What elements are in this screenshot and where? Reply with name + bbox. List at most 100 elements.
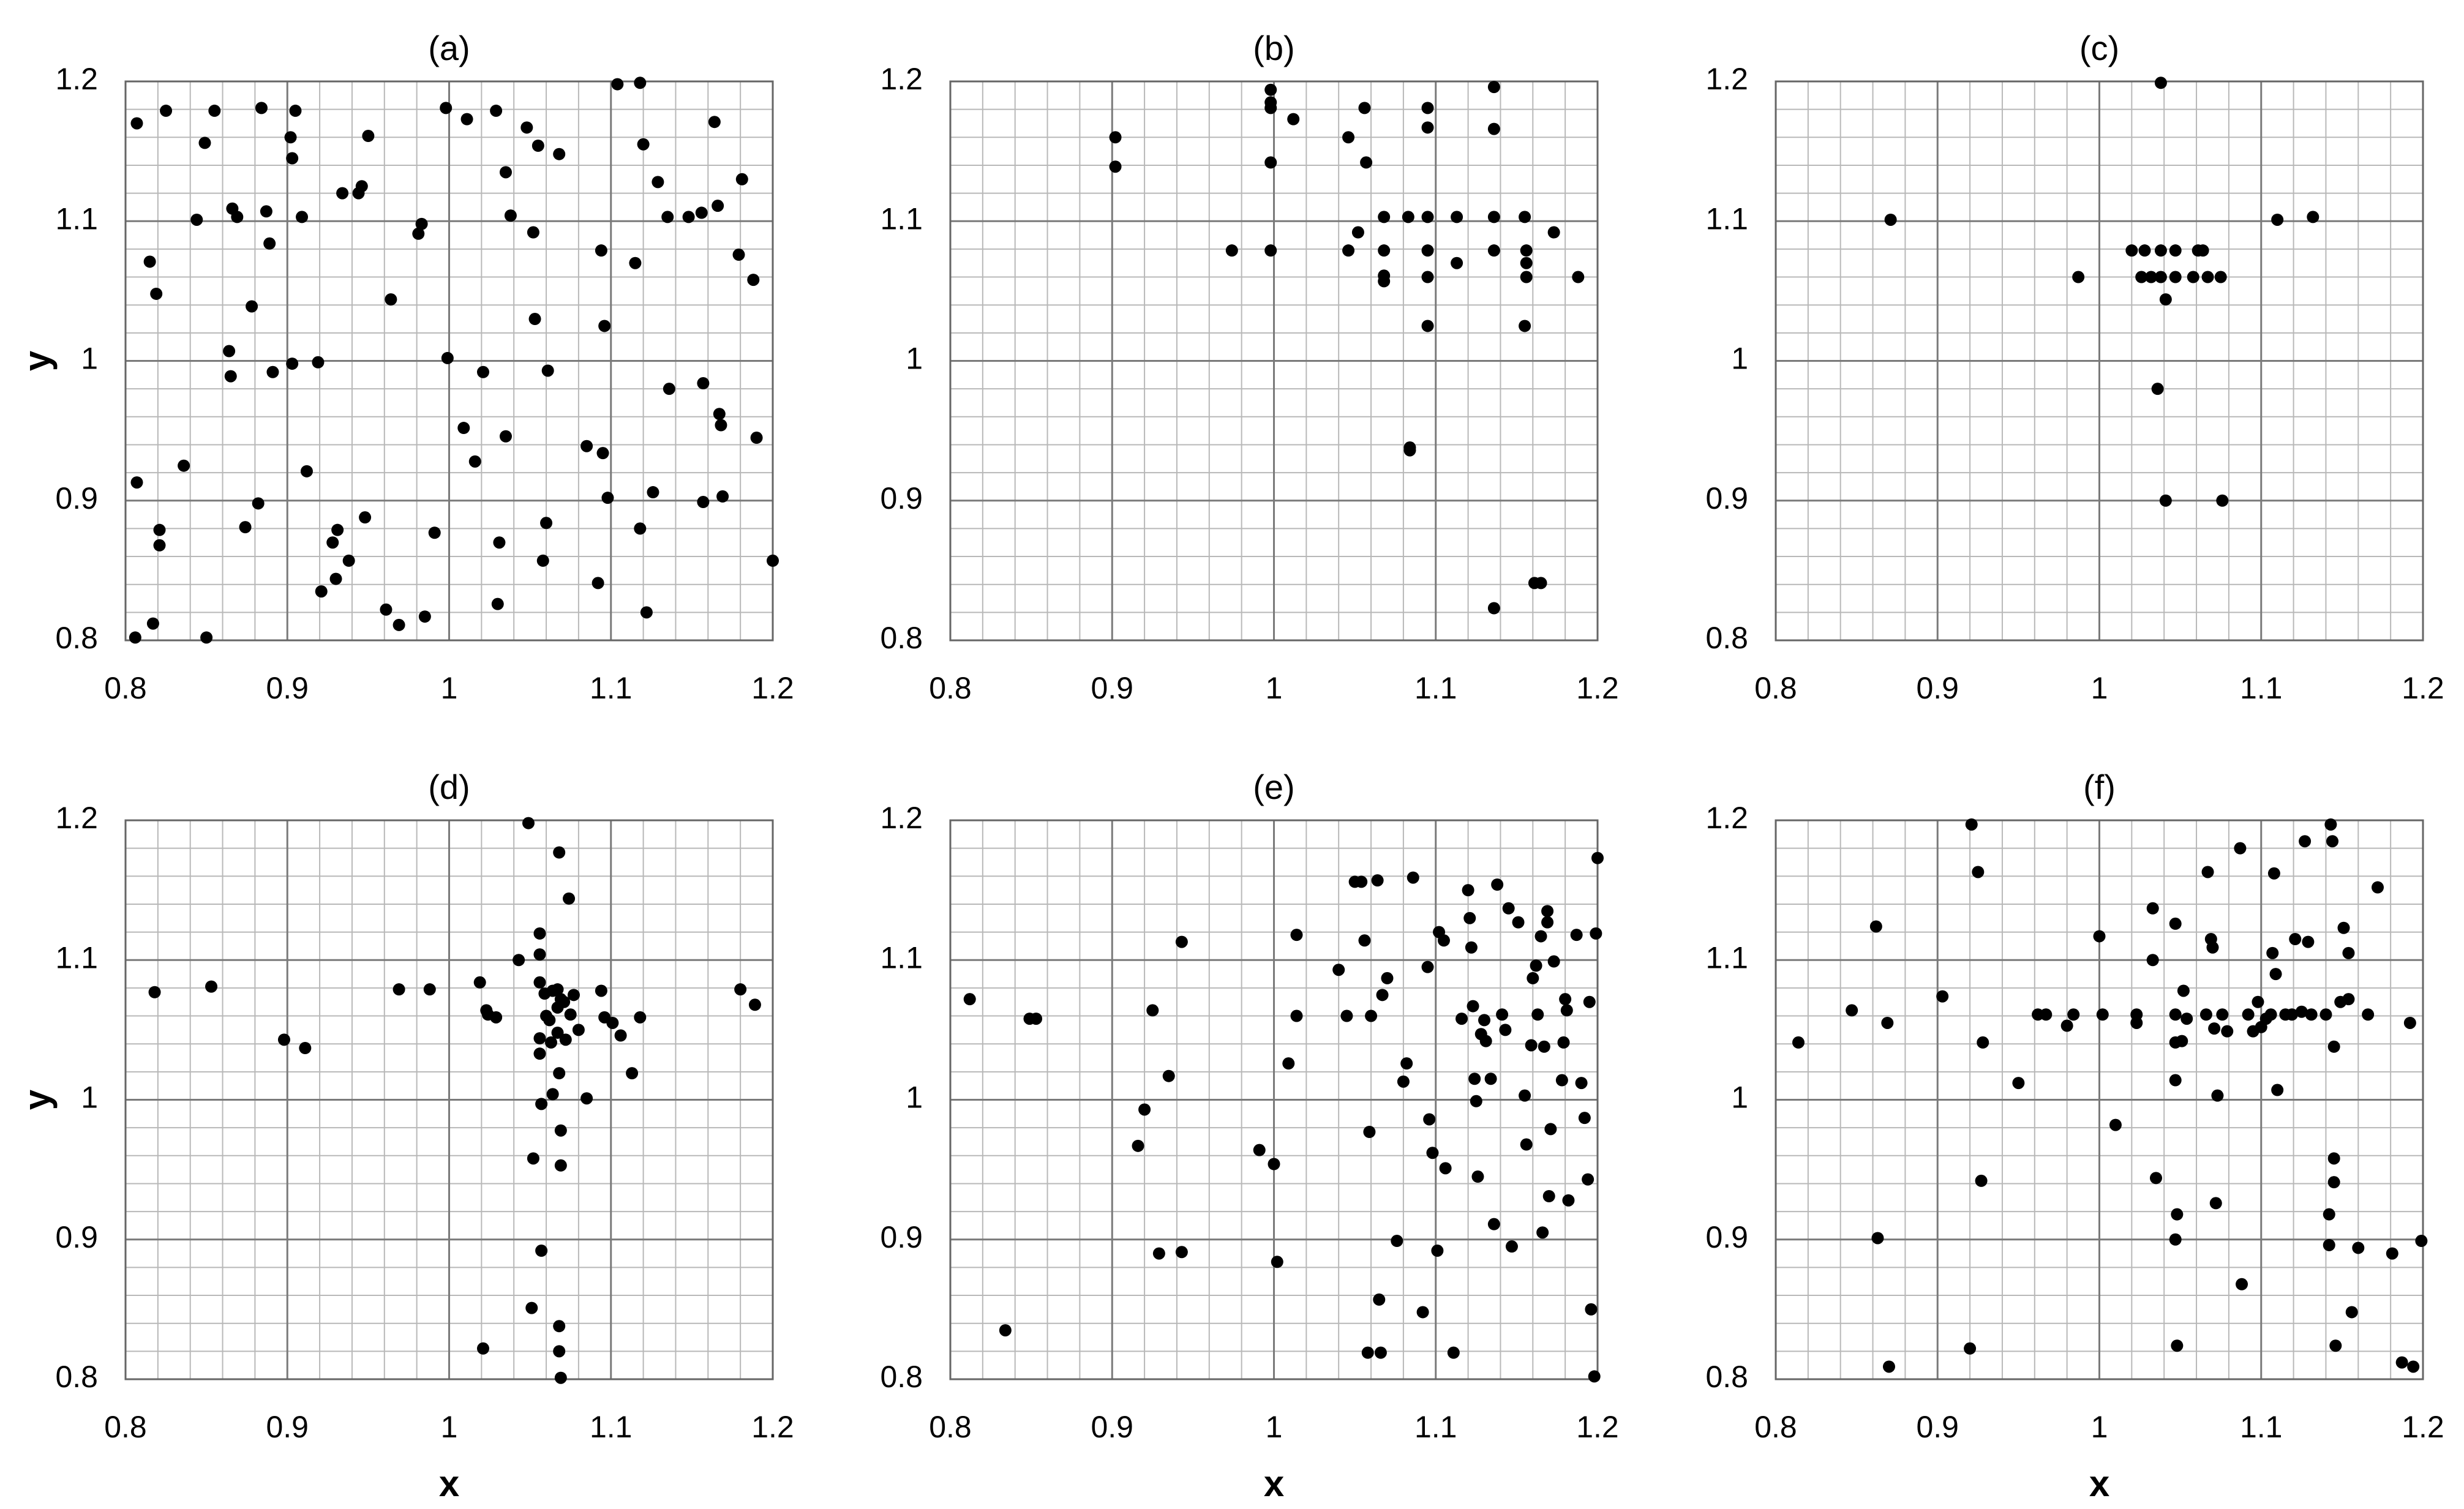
point (1869, 920, 1882, 933)
x-tick-label: 0.8 (1754, 671, 1797, 705)
point (1519, 320, 1531, 332)
point (999, 1324, 1012, 1337)
point (546, 1088, 559, 1101)
point (553, 148, 566, 160)
point (1520, 1138, 1533, 1151)
y-tick-label: 1.1 (1705, 201, 1748, 236)
x-tick-label: 1.1 (590, 1410, 633, 1444)
y-tick-label: 1.1 (1705, 940, 1748, 975)
point (1378, 211, 1391, 223)
point (2324, 818, 2337, 831)
point (1468, 1073, 1481, 1085)
point (748, 998, 761, 1011)
point (2221, 1025, 2234, 1038)
point (499, 166, 512, 179)
point (2299, 835, 2312, 848)
point (2362, 1008, 2375, 1021)
point (1421, 244, 1434, 257)
point (1467, 1000, 1479, 1013)
point (1423, 1113, 1436, 1126)
y-tick-label: 0.9 (880, 481, 923, 515)
point (1342, 244, 1355, 257)
point (1519, 211, 1531, 223)
point (260, 205, 272, 218)
point (1363, 1125, 1376, 1138)
point (567, 989, 580, 1002)
point (224, 370, 237, 383)
point (732, 249, 745, 261)
point (1465, 941, 1478, 954)
y-tick-label: 1 (1731, 342, 1748, 376)
point (2407, 1360, 2420, 1373)
point (428, 526, 441, 539)
point (504, 209, 517, 222)
point (2305, 1008, 2318, 1021)
point (2285, 1008, 2298, 1021)
point (520, 121, 533, 134)
point (1534, 577, 1547, 590)
point (598, 320, 611, 332)
point (2154, 271, 2167, 283)
plot-frame (949, 819, 1599, 1380)
point (2196, 244, 2209, 257)
point (1351, 226, 1364, 239)
panel: 0.8 0.9 1 1.1 1.2 0.8 0.9 1 1.1 1.2 (f) x (1705, 768, 2444, 1504)
point (331, 523, 344, 536)
point (563, 892, 576, 905)
point (2252, 995, 2264, 1008)
point (554, 1159, 567, 1172)
point (1365, 1009, 1378, 1022)
y-axis-label: y (17, 1089, 58, 1110)
point (2372, 881, 2384, 894)
point (2211, 1089, 2224, 1102)
point (713, 408, 726, 421)
y-tick-label: 0.9 (1705, 481, 1748, 515)
panel-title: (c) (2079, 29, 2119, 67)
point (1421, 960, 1434, 973)
y-tick-label: 1.1 (55, 201, 98, 236)
point (1502, 902, 1515, 915)
point (527, 1152, 539, 1165)
point (1162, 1069, 1175, 1082)
point (300, 465, 313, 477)
point (747, 274, 760, 286)
point (2327, 1152, 2340, 1165)
point (1520, 244, 1533, 257)
point (531, 139, 544, 152)
point (554, 1371, 567, 1384)
point (533, 976, 546, 989)
point (543, 1014, 556, 1027)
point (1378, 275, 1391, 288)
x-tick-label: 1.2 (2402, 1410, 2444, 1444)
point (415, 217, 428, 230)
point (2169, 1008, 2182, 1021)
point (1271, 1256, 1283, 1268)
point (663, 383, 675, 395)
point (513, 954, 525, 967)
point (1792, 1036, 1805, 1049)
point (629, 256, 642, 269)
point (2151, 383, 2164, 395)
point (1447, 1346, 1460, 1359)
point (2177, 984, 2190, 997)
point (1371, 874, 1384, 887)
point (1421, 102, 1434, 114)
x-tick-label: 1.1 (1414, 671, 1457, 705)
point (1421, 121, 1434, 134)
point (1496, 1008, 1509, 1021)
point (1397, 1075, 1410, 1088)
point (2269, 968, 2282, 981)
x-tick-label: 0.9 (1916, 1410, 1959, 1444)
point (2209, 1197, 2222, 1210)
x-axis-label: x (1264, 1463, 1284, 1504)
point (2337, 921, 2350, 934)
point (1287, 113, 1300, 125)
point (1547, 226, 1560, 239)
point (1512, 916, 1525, 929)
point (634, 77, 647, 89)
point (2266, 946, 2279, 959)
point (606, 1016, 619, 1029)
point (1882, 1360, 1895, 1373)
point (2145, 271, 2158, 283)
point (1525, 1039, 1538, 1052)
